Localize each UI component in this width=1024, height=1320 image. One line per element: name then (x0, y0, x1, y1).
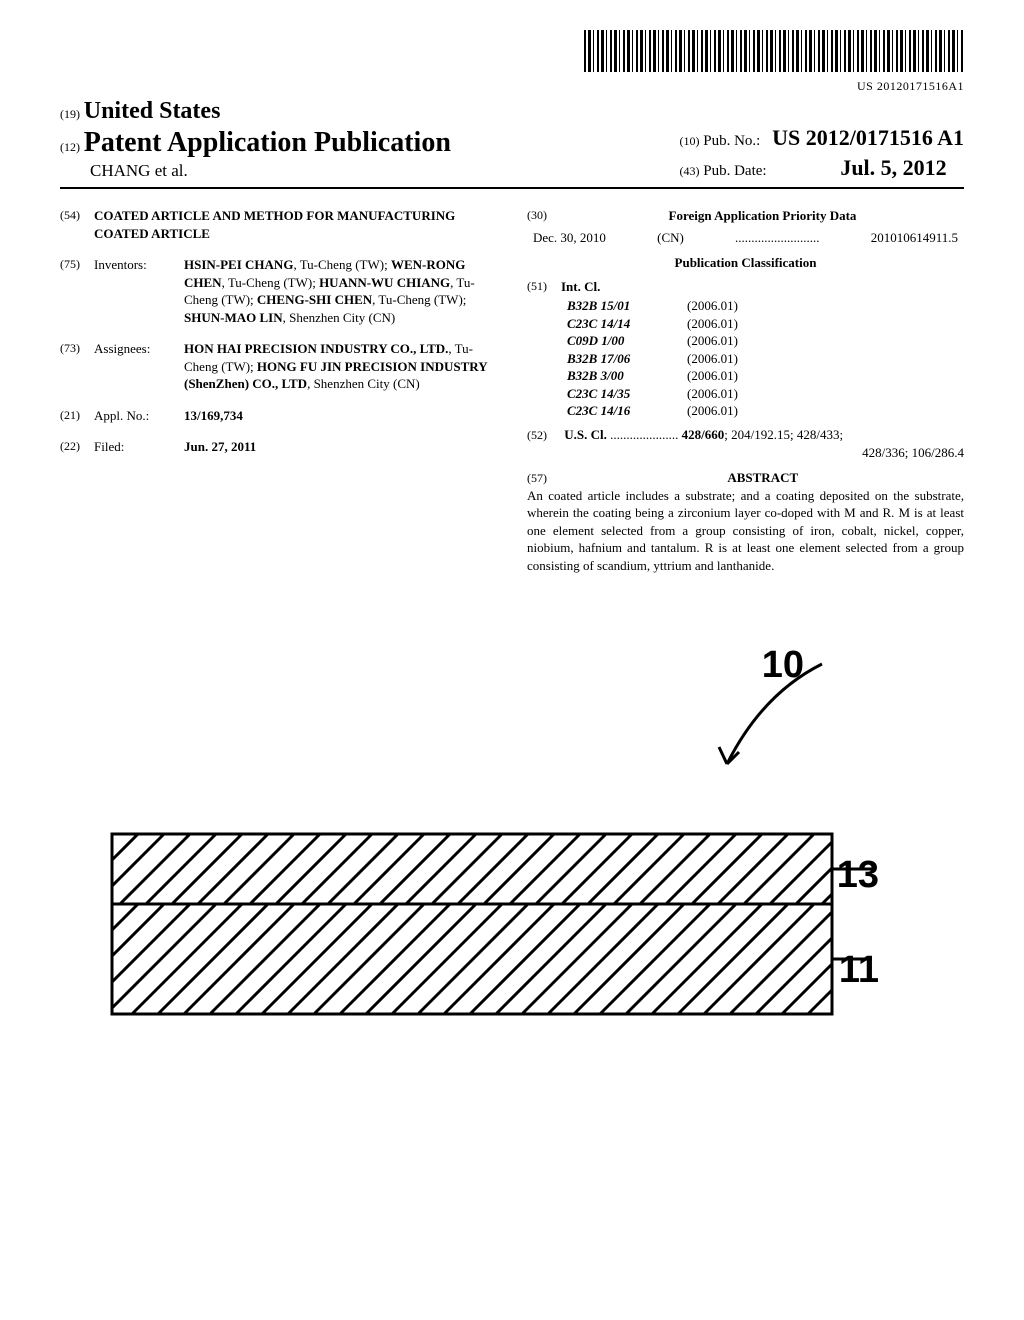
country-num: (19) (60, 107, 80, 121)
field-52: (52) U.S. Cl. ..................... 428/… (527, 426, 964, 461)
pub-num: (12) (60, 140, 80, 154)
barcode-label: US 20120171516A1 (60, 79, 964, 94)
pubdate-line: (43) Pub. Date: Jul. 5, 2012 (679, 155, 964, 181)
field-52-num: (52) (527, 427, 561, 443)
field-57-heading: ABSTRACT (564, 469, 961, 487)
publication-line: (12) Patent Application Publication (60, 127, 451, 159)
priority-appno: 201010614911.5 (871, 229, 958, 247)
intcl-code: B32B 15/01 (567, 297, 687, 315)
authors-line: CHANG et al. (60, 161, 451, 181)
field-21-label: Appl. No.: (94, 407, 184, 425)
figure-label-11: 11 (839, 949, 879, 992)
pubclass-heading: Publication Classification (527, 254, 964, 272)
field-75-value: HSIN-PEI CHANG, Tu-Cheng (TW); WEN-RONG … (184, 256, 497, 326)
intcl-row: C23C 14/14(2006.01) (527, 315, 964, 333)
priority-dots: .......................... (735, 229, 820, 247)
intcl-row: B32B 17/06(2006.01) (527, 350, 964, 368)
intcl-list: B32B 15/01(2006.01)C23C 14/14(2006.01)C0… (527, 297, 964, 420)
field-51: (51) Int. Cl. (527, 278, 964, 296)
field-57: (57) ABSTRACT (527, 469, 964, 487)
pubno-value: US 2012/0171516 A1 (772, 125, 964, 150)
intcl-year: (2006.01) (687, 332, 738, 350)
field-30-num: (30) (527, 207, 561, 225)
field-22-value: Jun. 27, 2011 (184, 438, 497, 456)
intcl-row: B32B 3/00(2006.01) (527, 367, 964, 385)
intcl-code: C23C 14/16 (567, 402, 687, 420)
intcl-code: C23C 14/14 (567, 315, 687, 333)
field-21-value: 13/169,734 (184, 407, 497, 425)
priority-row: Dec. 30, 2010 (CN) .....................… (527, 229, 964, 247)
right-column: (30) Foreign Application Priority Data D… (527, 207, 964, 574)
barcode-block: US 20120171516A1 (60, 30, 964, 94)
country-line: (19) United States (60, 98, 451, 125)
field-54-num: (54) (60, 207, 94, 242)
field-52-values-tail: 428/336; 106/286.4 (527, 444, 964, 462)
intcl-code: C23C 14/35 (567, 385, 687, 403)
field-52-values-lead: 428/660; 204/192.15; 428/433; (682, 427, 843, 442)
field-54-title: COATED ARTICLE AND METHOD FOR MANUFACTUR… (94, 207, 497, 242)
field-22-label: Filed: (94, 438, 184, 456)
field-52-label: U.S. Cl. (564, 427, 607, 442)
abstract-text: An coated article includes a substrate; … (527, 487, 964, 575)
intcl-row: B32B 15/01(2006.01) (527, 297, 964, 315)
priority-country: (CN) (657, 229, 684, 247)
field-22-num: (22) (60, 438, 94, 456)
pubno-num: (10) (679, 134, 699, 148)
intcl-year: (2006.01) (687, 402, 738, 420)
intcl-code: B32B 3/00 (567, 367, 687, 385)
barcode-graphic (584, 30, 964, 72)
field-30-heading: Foreign Application Priority Data (561, 207, 964, 225)
field-51-num: (51) (527, 278, 561, 296)
field-52-dots: ..................... (610, 427, 678, 442)
intcl-code: B32B 17/06 (567, 350, 687, 368)
figure-label-13: 13 (837, 854, 879, 897)
header: (19) United States (12) Patent Applicati… (60, 98, 964, 189)
intcl-row: C23C 14/16(2006.01) (527, 402, 964, 420)
field-73-num: (73) (60, 340, 94, 393)
field-75-num: (75) (60, 256, 94, 326)
field-30: (30) Foreign Application Priority Data (527, 207, 964, 225)
pubdate-label: Pub. Date: (703, 163, 766, 179)
pub-title: Patent Application Publication (84, 127, 451, 158)
figure-label-10: 10 (762, 644, 804, 687)
field-22: (22) Filed: Jun. 27, 2011 (60, 438, 497, 456)
intcl-year: (2006.01) (687, 297, 738, 315)
field-57-num: (57) (527, 470, 561, 486)
intcl-row: C23C 14/35(2006.01) (527, 385, 964, 403)
field-73: (73) Assignees: HON HAI PRECISION INDUST… (60, 340, 497, 393)
field-73-label: Assignees: (94, 340, 184, 393)
priority-date: Dec. 30, 2010 (533, 229, 606, 247)
pubdate-value: Jul. 5, 2012 (840, 155, 946, 180)
pubdate-num: (43) (679, 164, 699, 178)
body-columns: (54) COATED ARTICLE AND METHOD FOR MANUF… (60, 207, 964, 574)
pubno-line: (10) Pub. No.: US 2012/0171516 A1 (679, 125, 964, 151)
field-75-label: Inventors: (94, 256, 184, 326)
figure-svg (62, 644, 962, 1064)
field-54: (54) COATED ARTICLE AND METHOD FOR MANUF… (60, 207, 497, 242)
field-73-value: HON HAI PRECISION INDUSTRY CO., LTD., Tu… (184, 340, 497, 393)
pubno-label: Pub. No.: (703, 133, 760, 149)
field-51-label: Int. Cl. (561, 278, 600, 296)
field-21-num: (21) (60, 407, 94, 425)
intcl-code: C09D 1/00 (567, 332, 687, 350)
intcl-row: C09D 1/00(2006.01) (527, 332, 964, 350)
left-column: (54) COATED ARTICLE AND METHOD FOR MANUF… (60, 207, 497, 574)
intcl-year: (2006.01) (687, 367, 738, 385)
field-21: (21) Appl. No.: 13/169,734 (60, 407, 497, 425)
figure: 10 13 11 (60, 644, 964, 1064)
intcl-year: (2006.01) (687, 315, 738, 333)
intcl-year: (2006.01) (687, 385, 738, 403)
intcl-year: (2006.01) (687, 350, 738, 368)
field-75: (75) Inventors: HSIN-PEI CHANG, Tu-Cheng… (60, 256, 497, 326)
country-name: United States (84, 98, 221, 124)
